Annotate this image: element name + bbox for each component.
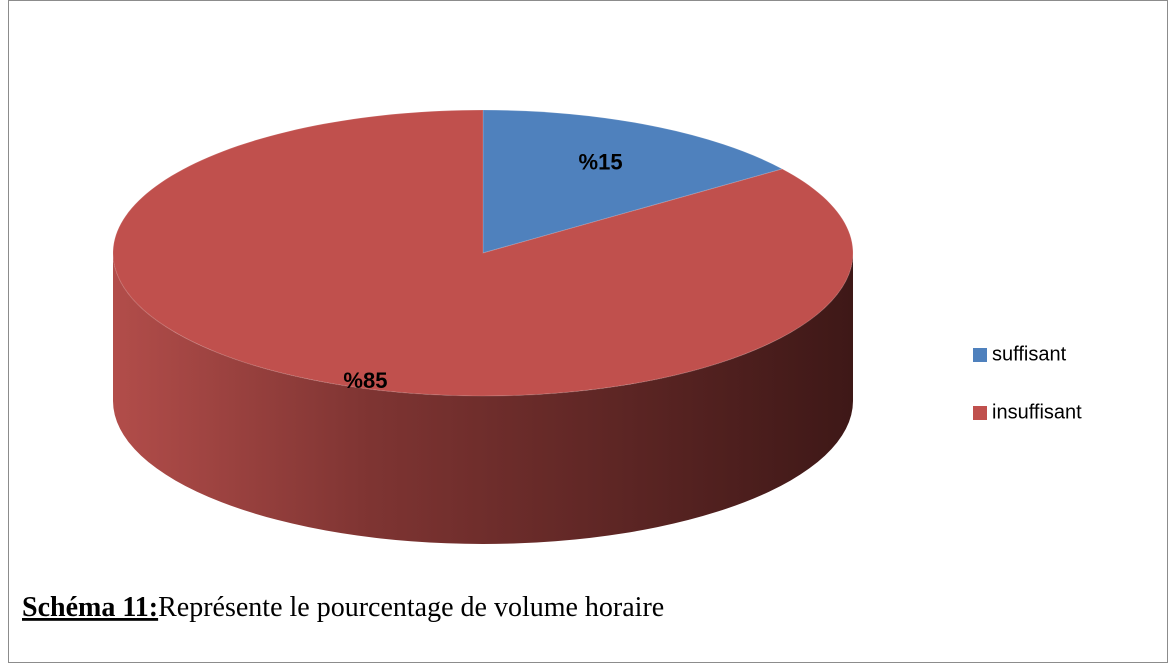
legend-swatch — [973, 348, 987, 362]
data-label: %85 — [343, 368, 387, 393]
caption-label: Schéma 11: — [22, 592, 158, 623]
legend-label: suffisant — [992, 343, 1067, 365]
legend-swatch — [973, 406, 987, 420]
legend-label: insuffisant — [992, 401, 1082, 423]
slice — [112, 109, 854, 397]
slice — [482, 109, 784, 254]
slice-side — [113, 253, 853, 544]
data-label: %15 — [579, 150, 623, 175]
caption-text: Représente le pourcentage de volume hora… — [158, 592, 664, 623]
caption: Schéma 11:Représente le pourcentage de v… — [22, 592, 664, 623]
plot: %15 %85 suffisant insuffisant — [112, 109, 1082, 544]
